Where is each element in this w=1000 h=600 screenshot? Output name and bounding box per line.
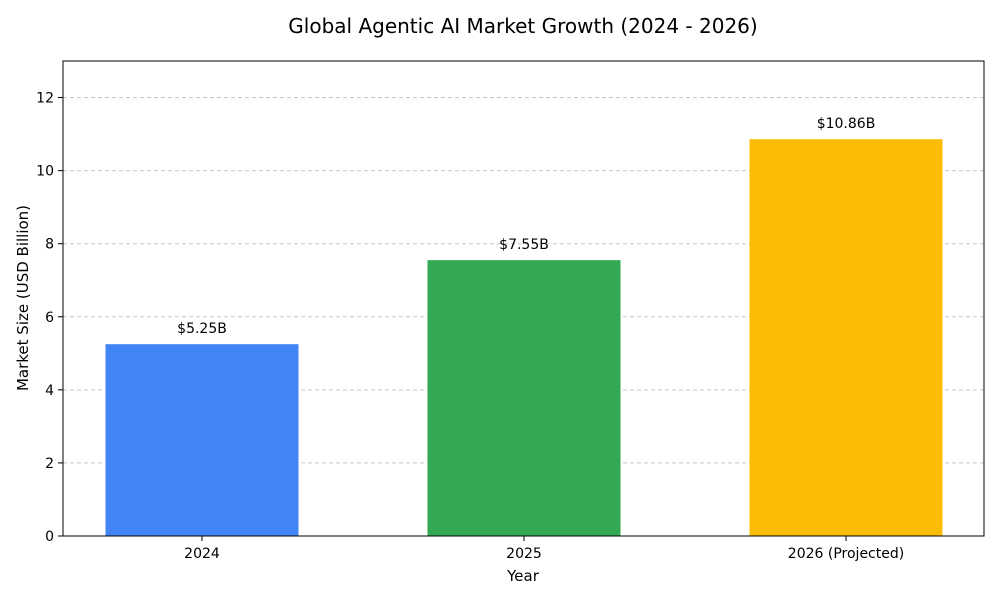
y-tick-label: 4 bbox=[45, 383, 54, 399]
x-tick-label: 2024 bbox=[184, 546, 220, 562]
x-tick-label: 2026 (Projected) bbox=[788, 546, 904, 562]
y-tick-label: 2 bbox=[45, 456, 54, 472]
chart-title: Global Agentic AI Market Growth (2024 - … bbox=[288, 14, 757, 38]
x-tick-label: 2025 bbox=[506, 546, 542, 562]
x-axis-label: Year bbox=[506, 567, 540, 585]
y-tick-label: 8 bbox=[45, 237, 54, 253]
bar-2026-projected bbox=[749, 139, 943, 536]
bars bbox=[105, 139, 943, 536]
bar-2024 bbox=[105, 344, 299, 536]
y-tick-label: 0 bbox=[45, 529, 54, 545]
data-labels: $5.25B $7.55B $10.86B bbox=[177, 116, 875, 337]
y-tick-label: 10 bbox=[36, 164, 54, 180]
bar-2025 bbox=[427, 260, 621, 536]
x-axis-ticks: 2024 2025 2026 (Projected) bbox=[184, 536, 904, 562]
data-label: $5.25B bbox=[177, 321, 227, 337]
y-tick-label: 6 bbox=[45, 310, 54, 326]
y-axis-label: Market Size (USD Billion) bbox=[14, 205, 32, 391]
y-tick-label: 12 bbox=[36, 91, 54, 107]
y-axis-ticks: 0 2 4 6 8 10 12 bbox=[36, 91, 63, 545]
data-label: $10.86B bbox=[817, 116, 876, 132]
data-label: $7.55B bbox=[499, 237, 549, 253]
